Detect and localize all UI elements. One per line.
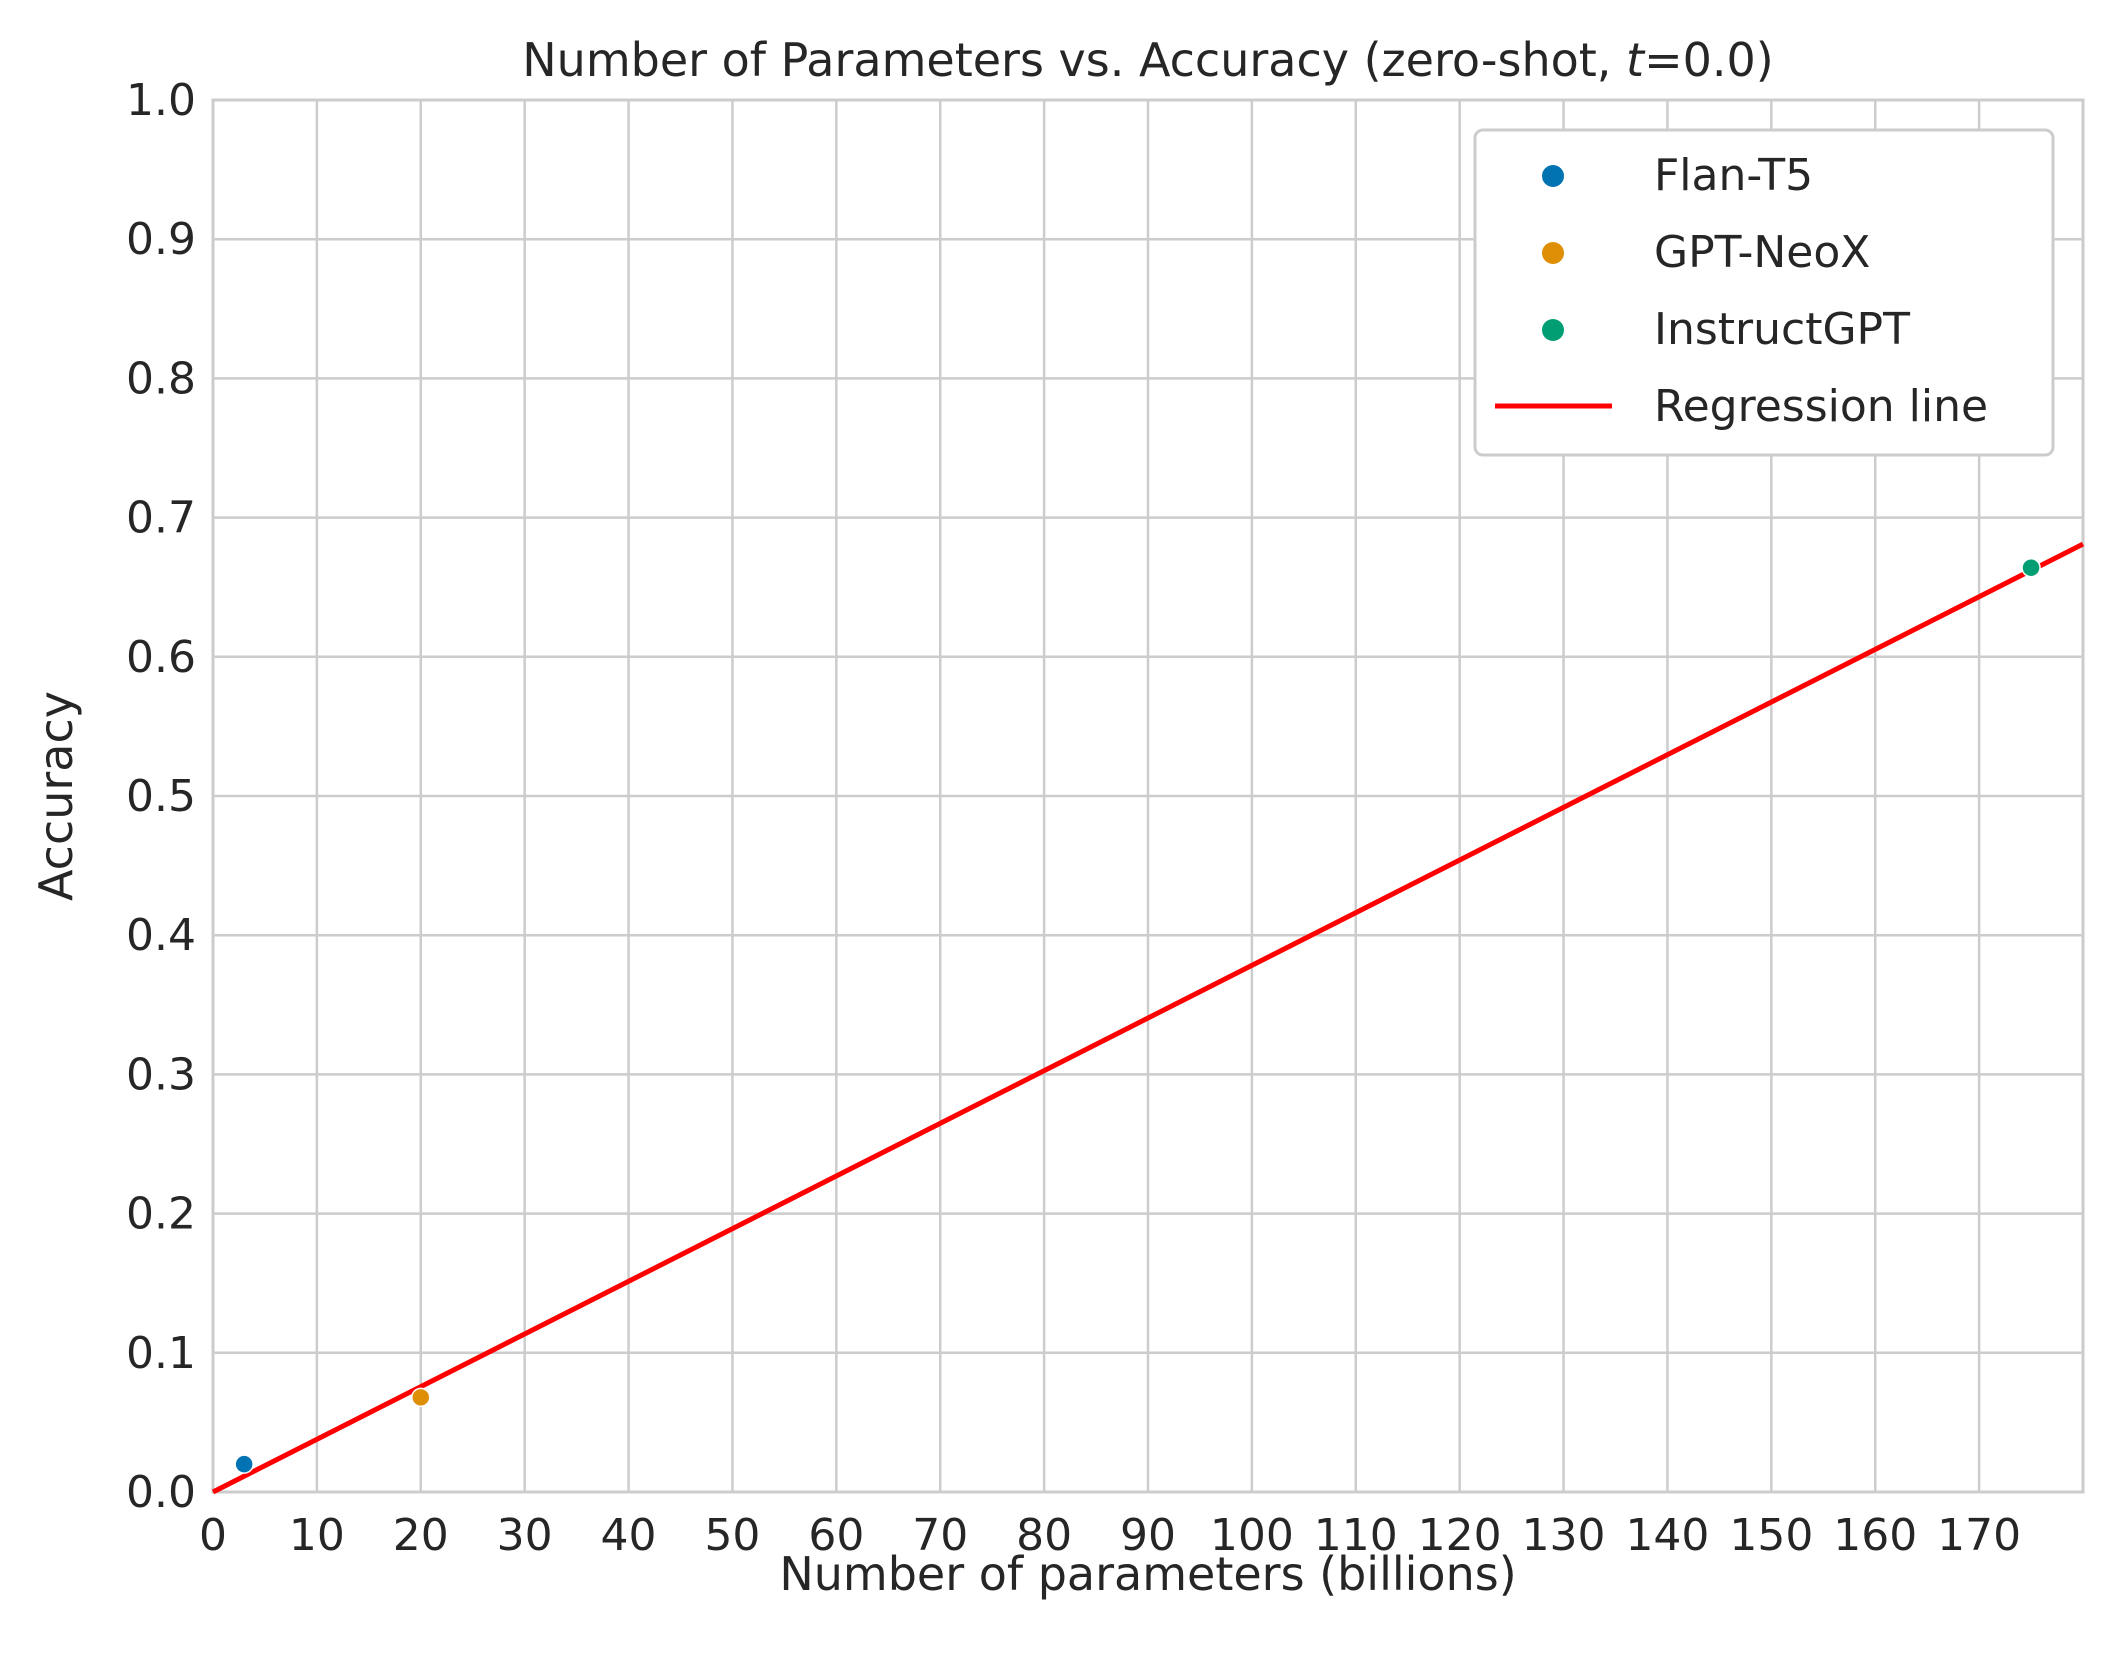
x-tick-label: 80 [1016,1510,1072,1561]
x-tick-labels: 0 10 20 30 40 50 60 70 80 90 100 110 120 130 140 150 160… [199,1510,2021,1561]
legend: Flan-T5 GPT-NeoX InstructGPT Regression … [1473,128,2055,457]
x-tick-label: 50 [704,1510,760,1561]
data-point-flan-t5 [234,1454,254,1474]
x-tick-label: 100 [1210,1510,1294,1561]
x-tick-label: 30 [497,1510,553,1561]
y-tick-label: 0.8 [126,353,196,404]
y-tick-label: 0.7 [126,493,196,544]
x-tick-label: 140 [1625,1510,1709,1561]
x-tick-label: 150 [1729,1510,1813,1561]
y-tick-label: 0.4 [126,910,196,961]
data-point-instructgpt [2021,557,2041,578]
y-axis-label: Accuracy [29,691,83,901]
data-points [234,557,2041,1474]
x-tick-label: 0 [199,1510,227,1561]
legend-label-regression-line: Regression line [1654,381,1988,432]
x-tick-label: 90 [1120,1510,1176,1561]
regression-line [211,541,2085,1495]
y-tick-label: 0.5 [126,771,196,822]
y-tick-label: 0.2 [126,1189,196,1240]
legend-box [1473,128,2055,457]
x-tick-label: 40 [601,1510,657,1561]
x-tick-label: 170 [1937,1510,2021,1561]
legend-label-flan-t5: Flan-T5 [1654,150,1813,201]
chart-title: Number of Parameters vs. Accuracy (zero-… [522,33,1773,87]
legend-marker-gpt-neox [1542,242,1564,264]
x-tick-label: 160 [1833,1510,1917,1561]
legend-label-instructgpt: InstructGPT [1654,304,1910,355]
x-tick-label: 110 [1314,1510,1398,1561]
plot-frame [211,98,2085,1494]
y-tick-labels: 0.0 0.1 0.2 0.3 0.4 0.5 0.6 0.7 0.8 0.9 1.0 [126,75,196,1518]
x-tick-label: 20 [393,1510,449,1561]
x-tick-label: 10 [289,1510,345,1561]
data-point-gpt-neox [411,1387,431,1408]
x-tick-label: 70 [912,1510,968,1561]
legend-label-gpt-neox: GPT-NeoX [1654,227,1870,278]
x-tick-label: 130 [1522,1510,1606,1561]
x-tick-label: 120 [1418,1510,1502,1561]
legend-marker-flan-t5 [1542,165,1564,187]
y-tick-label: 0.1 [126,1328,196,1379]
x-tick-label: 60 [808,1510,864,1561]
y-tick-label: 0.3 [126,1049,196,1100]
y-tick-label: 0.6 [126,632,196,683]
y-tick-label: 0.9 [126,214,196,265]
y-tick-label: 1.0 [126,75,196,126]
x-axis-label: Number of parameters (billions) [779,1547,1516,1601]
y-tick-label: 0.0 [126,1467,196,1518]
legend-marker-instructgpt [1542,319,1564,341]
